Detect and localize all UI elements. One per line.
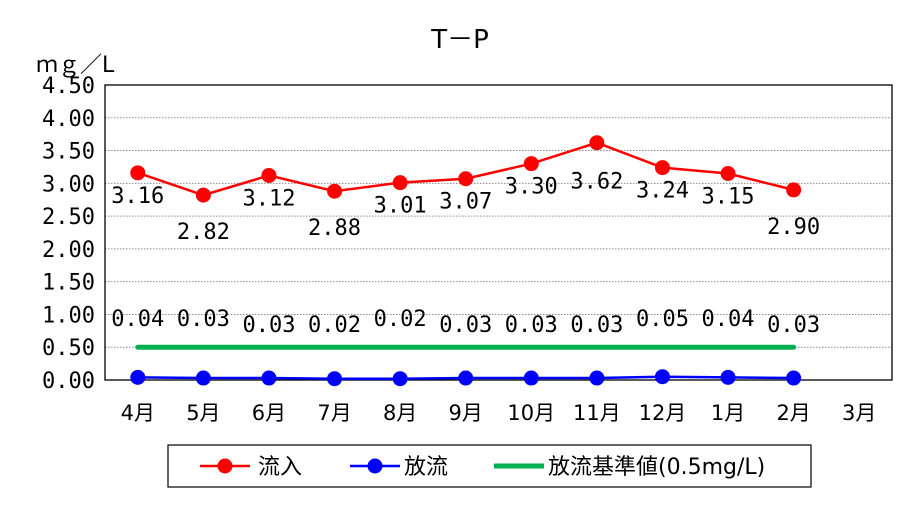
y-tick-label: 0.50	[42, 336, 95, 361]
data-label: 2.90	[767, 215, 820, 240]
data-point	[327, 183, 343, 199]
y-tick-label: 3.00	[42, 172, 95, 197]
data-point	[786, 182, 802, 198]
data-point	[458, 370, 474, 386]
y-axis-ticks: 0.00 0.50 1.00 1.50 2.00 2.50 3.00 3.50 4.00 4.50	[42, 74, 95, 394]
plot-area	[104, 84, 893, 381]
data-label: 3.01	[374, 194, 427, 219]
legend: 流入 放流 放流基準値(0.5mg/L)	[167, 444, 812, 488]
x-tick-label: 4月	[121, 401, 155, 425]
data-label: 2.82	[177, 220, 230, 245]
data-label: 2.88	[308, 216, 361, 241]
data-label: 0.03	[570, 313, 623, 338]
data-point	[654, 369, 670, 385]
y-tick-label: 4.00	[42, 107, 95, 132]
y-tick-label: 2.50	[42, 205, 95, 230]
x-tick-label: 11月	[573, 401, 621, 425]
x-tick-label: 12月	[639, 401, 687, 425]
data-label: 0.04	[702, 307, 755, 332]
chart-title: T－P	[430, 25, 489, 55]
data-label: 3.07	[439, 190, 492, 215]
data-point	[458, 171, 474, 187]
data-label: 3.15	[702, 185, 755, 210]
x-tick-label: 10月	[507, 401, 555, 425]
data-label: 0.04	[111, 307, 164, 332]
data-label: 3.62	[570, 170, 623, 195]
x-tick-label: 8月	[383, 401, 417, 425]
data-label: 0.03	[505, 313, 558, 338]
data-label: 3.30	[505, 175, 558, 200]
y-tick-label: 4.50	[42, 74, 95, 99]
y-tick-label: 1.00	[42, 303, 95, 328]
data-point	[589, 135, 605, 151]
x-tick-label: 3月	[842, 401, 876, 425]
data-label: 0.03	[767, 313, 820, 338]
data-point	[195, 187, 211, 203]
y-axis-unit-label: ｍｇ／L	[36, 53, 115, 78]
y-tick-label: 0.00	[42, 369, 95, 394]
series-layer	[130, 135, 802, 387]
legend-label: 放流	[404, 455, 448, 480]
data-label: 0.02	[374, 307, 427, 332]
data-point	[720, 369, 736, 385]
data-labels: 3.16 2.82 3.12 2.88 3.01 3.07 3.30 3.62 3.24 3.15…	[111, 170, 820, 338]
x-tick-label: 6月	[252, 401, 286, 425]
legend-label: 放流基準値(0.5mg/L)	[548, 455, 765, 480]
x-tick-label: 9月	[449, 401, 483, 425]
legend-label: 流入	[258, 455, 302, 480]
data-point	[392, 175, 408, 191]
data-label: 3.24	[636, 179, 689, 204]
data-point	[327, 371, 343, 387]
x-tick-label: 5月	[186, 401, 220, 425]
y-tick-label: 1.50	[42, 271, 95, 296]
data-point	[720, 166, 736, 181]
data-label: 0.03	[177, 307, 230, 332]
data-point	[654, 160, 670, 176]
data-point	[523, 156, 539, 172]
y-tick-label: 3.50	[42, 140, 95, 165]
data-point	[261, 167, 277, 183]
data-label: 0.03	[439, 313, 492, 338]
data-label: 0.02	[308, 313, 361, 338]
data-point	[130, 369, 146, 385]
data-point	[392, 371, 408, 387]
legend-box	[167, 444, 812, 488]
data-point	[589, 370, 605, 386]
data-point	[195, 370, 211, 386]
x-axis-ticks: 4月 5月 6月 7月 8月 9月 10月 11月 12月 1月 2月 3月	[121, 401, 877, 425]
legend-swatch-marker	[217, 458, 233, 474]
data-point	[786, 370, 802, 386]
data-label: 0.05	[636, 307, 689, 332]
data-label: 0.03	[242, 313, 295, 338]
x-tick-label: 7月	[317, 401, 351, 425]
x-tick-label: 1月	[711, 401, 745, 425]
data-point	[523, 370, 539, 386]
legend-swatch-marker	[367, 458, 383, 474]
data-point	[130, 165, 146, 181]
data-point	[261, 370, 277, 386]
y-tick-label: 2.00	[42, 238, 95, 263]
x-tick-label: 2月	[776, 401, 810, 425]
data-label: 3.16	[111, 184, 164, 209]
data-label: 3.12	[242, 186, 295, 211]
